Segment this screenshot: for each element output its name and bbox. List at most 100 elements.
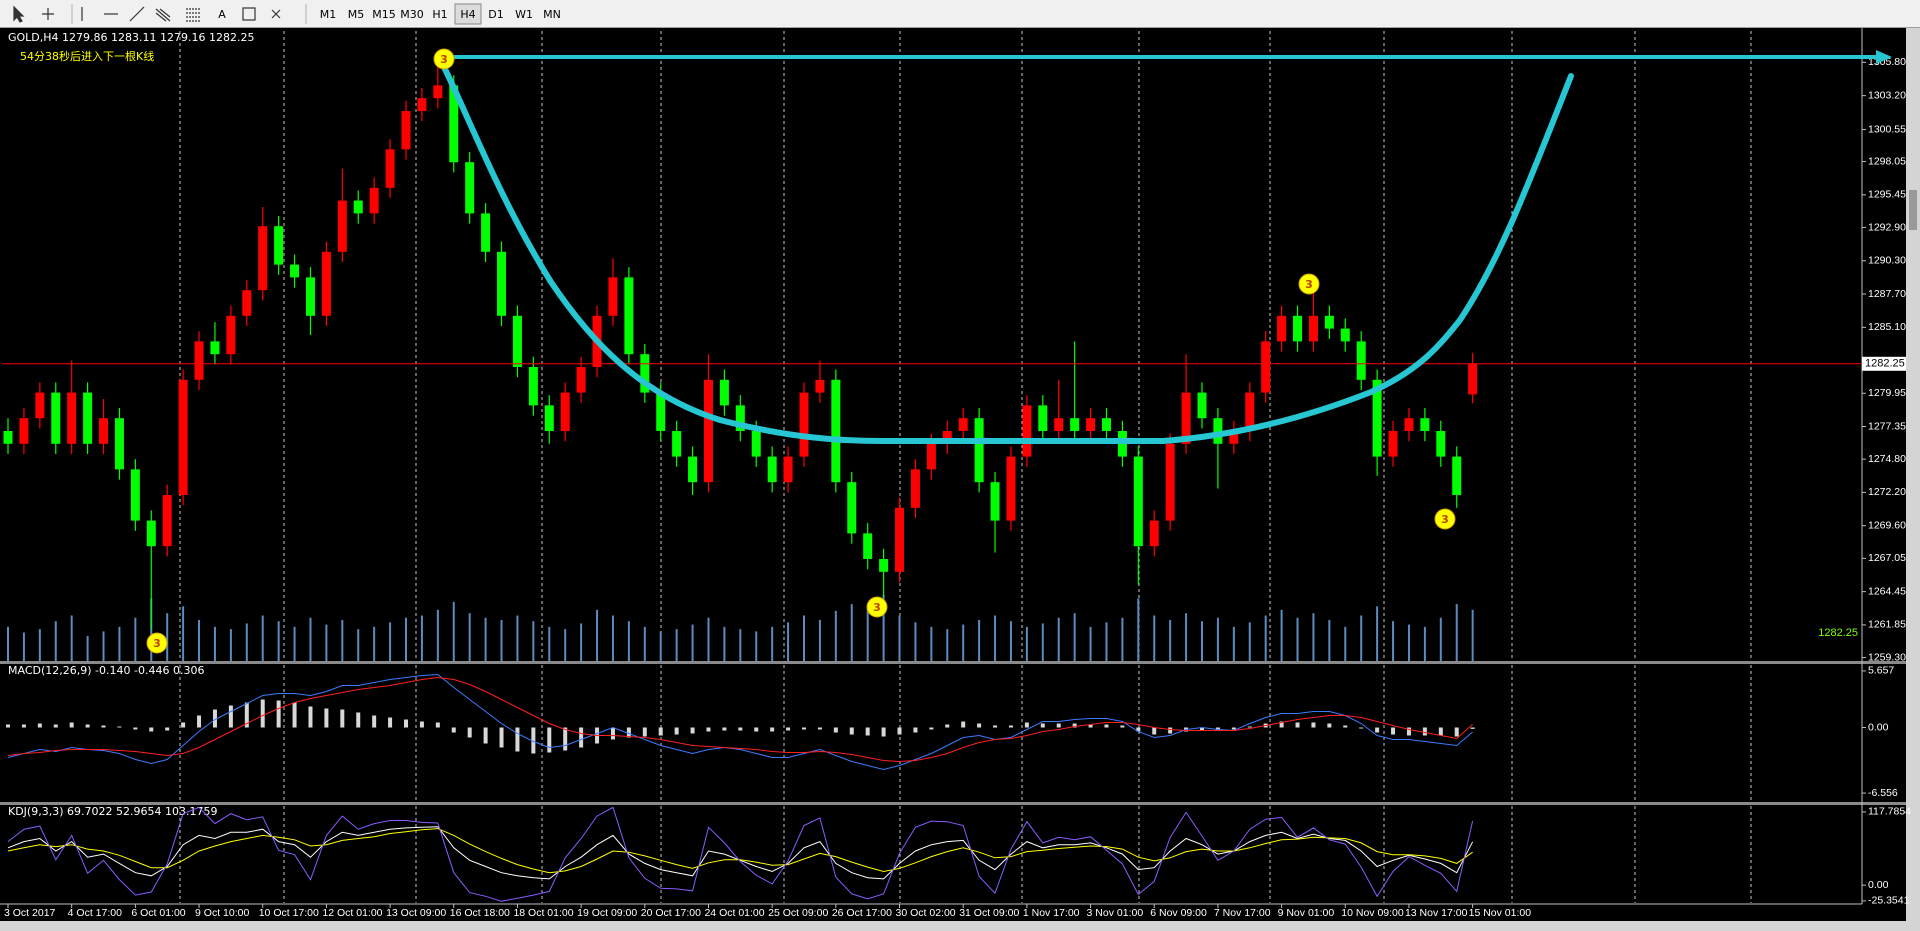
volume-bar <box>1312 613 1315 661</box>
candle-body <box>1070 418 1080 431</box>
fractal-marker <box>1434 508 1456 530</box>
candle-body <box>1101 418 1111 431</box>
timeframe-button[interactable]: H1 <box>432 8 447 21</box>
candle-body <box>1149 520 1159 547</box>
histogram-bar <box>1343 725 1348 728</box>
candle-body <box>19 418 29 444</box>
y-tick-label: 1264.45 <box>1868 585 1906 597</box>
histogram-bar <box>531 727 536 754</box>
volume-bar <box>389 622 392 661</box>
timeframe-button[interactable]: D1 <box>488 8 503 21</box>
histogram-bar <box>1072 723 1077 728</box>
y-tick-label: 1292.90 <box>1868 221 1906 233</box>
y-tick-label: 1287.70 <box>1868 288 1906 300</box>
candle-body <box>417 98 427 111</box>
histogram-bar <box>1200 727 1204 731</box>
scrollbar <box>1906 28 1920 931</box>
candle-body <box>178 379 188 495</box>
candle-body <box>926 443 936 470</box>
x-tick-label: 6 Nov 09:00 <box>1150 907 1207 919</box>
volume-bar <box>596 609 599 661</box>
fractal-marker <box>146 632 168 654</box>
volume-bar <box>787 622 790 661</box>
indicator-line <box>7 826 1474 880</box>
volume-bar <box>213 626 216 661</box>
y-tick-label: 1279.95 <box>1868 387 1906 399</box>
timeframe-button[interactable]: W1 <box>515 8 533 21</box>
volume-bar <box>1392 621 1395 661</box>
cursor-tool[interactable] <box>13 5 25 23</box>
histogram-bar <box>419 721 424 728</box>
kdj-title: KDJ(9,3,3) 69.7022 52.9654 103.1759 <box>8 805 217 818</box>
candle-body <box>321 251 331 316</box>
x-tick-label: 3 Nov 01:00 <box>1087 907 1144 919</box>
big-price: 1282.25 <box>1818 627 1858 639</box>
active-timeframe <box>454 3 482 25</box>
timeframe-button[interactable]: MN <box>543 8 561 21</box>
candle-body <box>1308 315 1318 342</box>
timeframe-button[interactable]: M30 <box>400 8 424 21</box>
channel-tool[interactable] <box>155 8 171 22</box>
price-tag <box>1862 356 1906 371</box>
crosshair-tool[interactable] <box>42 8 54 20</box>
volume-bar <box>150 598 153 661</box>
candle-body <box>576 366 586 393</box>
x-tick-label: 1 Nov 17:00 <box>1023 907 1080 919</box>
candle-body <box>1452 456 1462 495</box>
timeframe-button[interactable]: M1 <box>320 8 337 21</box>
volume-bar <box>898 615 901 661</box>
x-tick-label: 18 Oct 01:00 <box>513 907 573 919</box>
trendline-tool[interactable] <box>129 6 145 22</box>
histogram-bar <box>372 715 377 728</box>
y-tick-label: -25.3541 <box>1868 895 1910 907</box>
volume-bar <box>882 595 885 661</box>
volume-bar <box>978 620 981 661</box>
candle-body <box>640 354 650 393</box>
x-tick-label: 12 Oct 01:00 <box>322 907 382 919</box>
volume-bar <box>198 620 201 661</box>
histogram-bar <box>1406 727 1411 736</box>
scrollbar-thumb[interactable] <box>1909 190 1917 230</box>
y-tick-label: 1269.60 <box>1868 519 1906 531</box>
candle-body <box>194 341 204 380</box>
candle-body <box>895 507 905 572</box>
volume-bar <box>1407 624 1410 661</box>
candle-body <box>1372 379 1382 457</box>
timeframe-button[interactable]: M15 <box>372 8 396 21</box>
x-tick-label: 31 Oct 09:00 <box>959 907 1019 919</box>
volume-bar <box>755 631 758 661</box>
text-tool[interactable]: A <box>218 8 226 21</box>
fractal-marker-label: 3 <box>440 53 448 66</box>
indicator-line <box>7 828 1473 874</box>
volume-bar <box>166 613 169 661</box>
histogram-bar <box>817 727 822 730</box>
timeframe-button[interactable]: H4 <box>460 8 475 21</box>
volume-bar <box>1376 606 1379 661</box>
arrows-tool[interactable] <box>271 9 281 19</box>
histogram-bar <box>37 723 42 728</box>
indicator-line <box>7 676 1473 763</box>
volume-bar <box>405 617 407 661</box>
histogram-bar <box>961 721 966 728</box>
candle-body <box>719 379 729 406</box>
volume-bar <box>325 624 328 661</box>
candle-body <box>688 456 698 483</box>
label-tool[interactable] <box>242 7 256 21</box>
histogram-bar <box>1040 723 1045 728</box>
volume-bar <box>420 615 423 661</box>
fibo-tool[interactable] <box>186 8 200 22</box>
y-tick-label: 1274.80 <box>1868 453 1906 465</box>
histogram-bar <box>1422 727 1427 736</box>
timeframe-button[interactable]: M5 <box>348 8 365 21</box>
toolbar-border <box>0 27 1920 28</box>
x-tick-label: 16 Oct 18:00 <box>450 907 510 919</box>
candle-body <box>1054 418 1064 431</box>
volume-bar <box>516 615 519 661</box>
x-tick-label: 9 Nov 01:00 <box>1278 907 1335 919</box>
candle-body <box>385 149 395 188</box>
histogram-bar <box>547 727 552 753</box>
candle-body <box>1245 392 1255 431</box>
toolbar-separator <box>71 4 307 24</box>
y-tick-label: 1267.05 <box>1868 552 1906 564</box>
